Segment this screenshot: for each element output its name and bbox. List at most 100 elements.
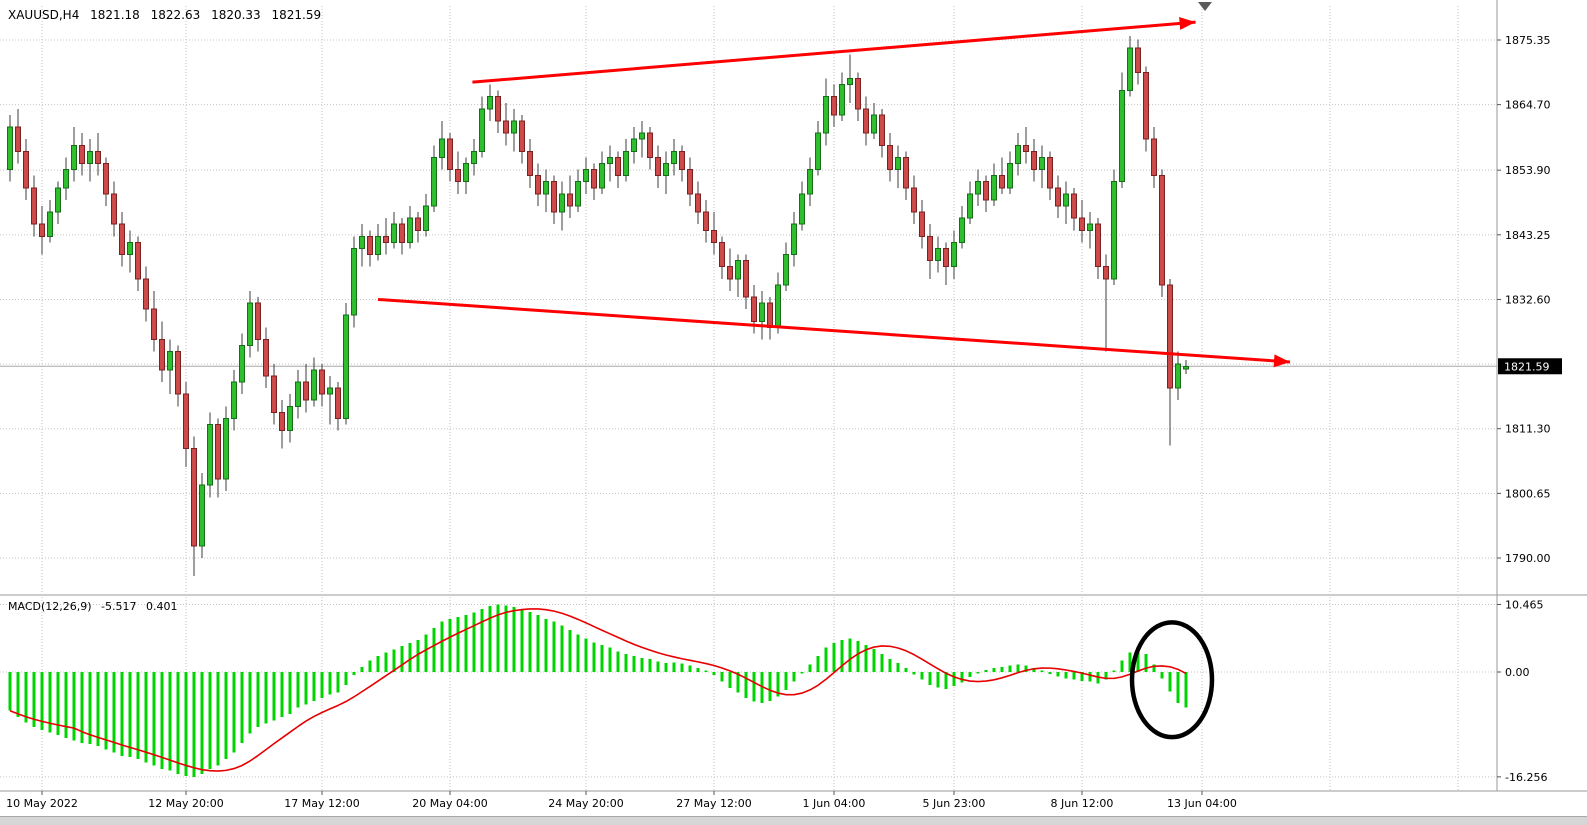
macd-histogram-bar bbox=[424, 634, 428, 672]
candle-body bbox=[535, 175, 541, 195]
macd-histogram-bar bbox=[1152, 664, 1156, 672]
macd-histogram-bar bbox=[656, 661, 660, 672]
macd-histogram-bar bbox=[144, 672, 148, 763]
macd-histogram-bar bbox=[256, 672, 260, 727]
candle-body bbox=[1015, 144, 1021, 165]
candle-body bbox=[991, 175, 997, 201]
candle-body bbox=[311, 369, 317, 401]
macd-histogram-bar bbox=[488, 606, 492, 672]
macd-histogram-bar bbox=[552, 621, 556, 672]
macd-histogram-bar bbox=[560, 625, 564, 672]
candle-body bbox=[415, 217, 421, 231]
macd-histogram-bar bbox=[624, 653, 628, 672]
candle-body bbox=[1023, 144, 1029, 152]
candle-body bbox=[319, 369, 325, 395]
macd-histogram-bar bbox=[648, 659, 652, 672]
candle-body bbox=[1159, 175, 1165, 286]
highlight-ellipse[interactable] bbox=[1129, 620, 1215, 740]
macd-histogram-bar bbox=[456, 617, 460, 672]
macd-histogram-bar bbox=[392, 649, 396, 672]
candle-body bbox=[391, 223, 397, 243]
price-axis-label: 1832.60 bbox=[1505, 293, 1551, 306]
macd-histogram-bar bbox=[1016, 664, 1020, 672]
macd-histogram-bar bbox=[1112, 670, 1116, 672]
macd-histogram-bar bbox=[24, 672, 28, 723]
candle-body bbox=[447, 138, 453, 171]
trendline[interactable] bbox=[472, 20, 1196, 84]
candle-body bbox=[623, 150, 629, 177]
candle-body bbox=[271, 375, 277, 413]
macd-histogram-bar bbox=[248, 672, 252, 734]
macd-histogram-bar bbox=[664, 662, 668, 672]
candle-body bbox=[1127, 47, 1133, 92]
candle-body bbox=[647, 132, 653, 158]
macd-histogram-bar bbox=[1024, 665, 1028, 672]
macd-histogram-bar bbox=[328, 672, 332, 695]
candle-body bbox=[551, 181, 557, 213]
candle-body bbox=[279, 411, 285, 432]
candle-body bbox=[759, 302, 765, 322]
macd-histogram-bar bbox=[1104, 672, 1108, 680]
macd-histogram-bar bbox=[96, 672, 100, 747]
macd-histogram-bar bbox=[848, 638, 852, 672]
trendline-arrowhead[interactable] bbox=[1179, 16, 1196, 30]
macd-histogram-bar bbox=[1040, 670, 1044, 672]
price-axis-label: 1800.65 bbox=[1505, 487, 1551, 500]
candle-body bbox=[1183, 365, 1189, 370]
macd-histogram-bar bbox=[992, 668, 996, 672]
candle-body bbox=[1119, 90, 1125, 183]
macd-histogram-bar bbox=[80, 672, 84, 743]
time-axis-label: 12 May 20:00 bbox=[148, 797, 223, 810]
candle-body bbox=[1007, 163, 1013, 189]
macd-histogram-bar bbox=[296, 672, 300, 708]
trendline-arrowhead[interactable] bbox=[1273, 354, 1290, 368]
candle-body bbox=[823, 96, 829, 134]
candle-body bbox=[223, 417, 229, 480]
candle-body bbox=[575, 181, 581, 207]
macd-histogram-bar bbox=[224, 672, 228, 760]
macd-histogram-bar bbox=[480, 608, 484, 672]
candle-body bbox=[927, 235, 933, 262]
macd-histogram-bar bbox=[768, 672, 772, 702]
time-axis-label: 27 May 12:00 bbox=[676, 797, 751, 810]
candle-body bbox=[1151, 138, 1157, 177]
candle-body bbox=[1031, 150, 1037, 171]
macd-histogram-bar bbox=[1072, 672, 1076, 680]
candle-body bbox=[703, 211, 709, 231]
macd-histogram-bar bbox=[912, 672, 916, 675]
candle-body bbox=[1167, 284, 1173, 389]
candle-body bbox=[239, 345, 245, 383]
candle-body bbox=[303, 381, 309, 401]
macd-histogram-bar bbox=[160, 672, 164, 769]
macd-histogram-bar bbox=[1048, 672, 1052, 674]
macd-histogram-bar bbox=[464, 615, 468, 672]
macd-histogram-bar bbox=[1064, 672, 1068, 679]
macd-histogram-bar bbox=[528, 612, 532, 672]
candle-body bbox=[1143, 71, 1149, 140]
macd-histogram-bar bbox=[32, 672, 36, 727]
macd-histogram-bar bbox=[592, 642, 596, 672]
candle-body bbox=[159, 339, 165, 371]
macd-histogram-bar bbox=[120, 672, 124, 756]
macd-histogram-bar bbox=[512, 606, 516, 672]
candle-body bbox=[87, 150, 93, 165]
ohlc-header: XAUUSD,H4 1821.18 1822.63 1820.33 1821.5… bbox=[8, 8, 328, 22]
symbol-timeframe-label: XAUUSD,H4 bbox=[8, 8, 80, 22]
candle-body bbox=[495, 96, 501, 122]
candle-body bbox=[583, 169, 589, 183]
macd-histogram-bar bbox=[856, 641, 860, 672]
macd-histogram-bar bbox=[928, 672, 932, 685]
macd-histogram-bar bbox=[1080, 672, 1084, 682]
candle-body bbox=[663, 163, 669, 177]
macd-histogram-bar bbox=[72, 672, 76, 741]
macd-histogram-bar bbox=[184, 672, 188, 776]
high-value: 1822.63 bbox=[150, 8, 201, 22]
macd-histogram-bar bbox=[368, 660, 372, 672]
macd-histogram-bar bbox=[1088, 672, 1092, 682]
trendline[interactable] bbox=[377, 297, 1291, 364]
macd-histogram-bar bbox=[240, 672, 244, 743]
candle-body bbox=[711, 229, 717, 243]
candle-body bbox=[487, 96, 493, 110]
price-axis-label: 1811.30 bbox=[1505, 423, 1551, 436]
